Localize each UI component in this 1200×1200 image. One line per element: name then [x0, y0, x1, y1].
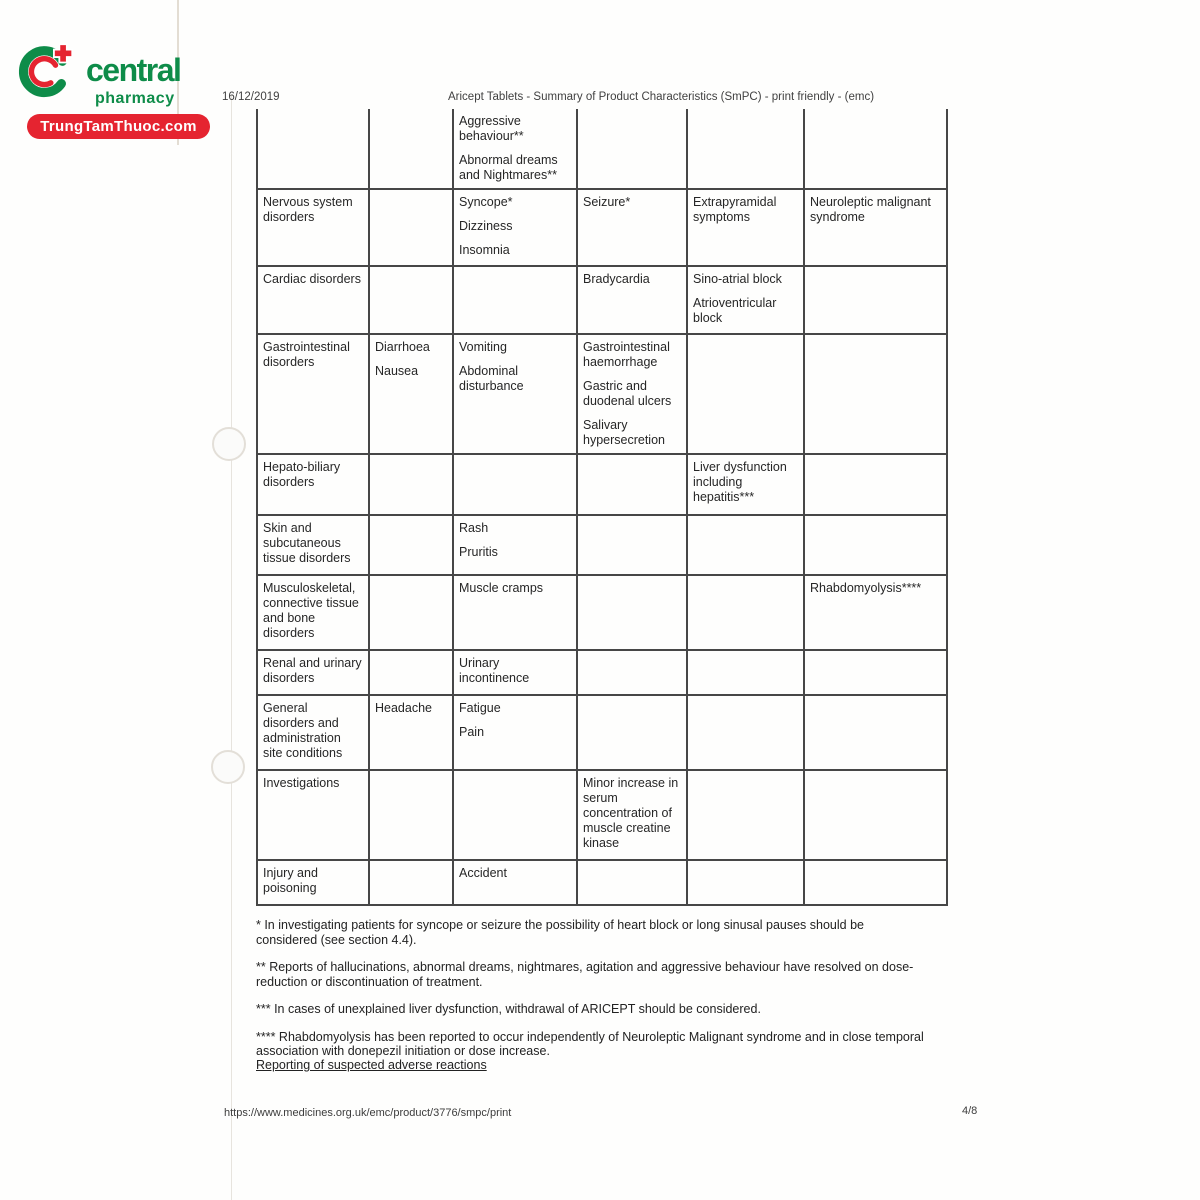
table-cell: Injury and poisoning	[258, 861, 370, 906]
table-cell: Rhabdomyolysis****	[805, 576, 948, 651]
scan-edge-line-top	[177, 0, 179, 145]
table-cell	[370, 771, 454, 861]
footnotes: * In investigating patients for syncope …	[256, 918, 972, 1072]
footnote: ** Reports of hallucinations, abnormal d…	[256, 960, 914, 989]
table-cell: Gastrointestinal haemorrhage Gastric and …	[578, 335, 688, 455]
table-cell	[370, 190, 454, 267]
scan-edge-line	[231, 95, 232, 1200]
table-cell	[370, 651, 454, 696]
table-cell	[805, 455, 948, 516]
table-cell	[454, 771, 578, 861]
footnote: **** Rhabdomyolysis has been reported to…	[256, 1029, 924, 1059]
table-cell	[578, 455, 688, 516]
table-cell: Cardiac disorders	[258, 267, 370, 335]
table-cell: Vomiting Abdominal disturbance	[454, 335, 578, 455]
table-cell: Renal and urinary disorders	[258, 651, 370, 696]
table-cell	[805, 861, 948, 906]
table-cell: Neuroleptic malignant syndrome	[805, 190, 948, 267]
brand-subtitle: pharmacy	[95, 90, 175, 107]
table-cell	[688, 516, 805, 576]
table-cell: Aggressive behaviour** Abnormal dreams an…	[454, 109, 578, 190]
table-cell	[688, 576, 805, 651]
table-cell: Rash Pruritis	[454, 516, 578, 576]
table-cell: Minor increase in serum concentration of…	[578, 771, 688, 861]
table-cell: Accident	[454, 861, 578, 906]
table-cell: Diarrhoea Nausea	[370, 335, 454, 455]
table-cell: Extrapyramidal symptoms	[688, 190, 805, 267]
table-cell: Headache	[370, 696, 454, 771]
footnote: *** In cases of unexplained liver dysfun…	[256, 1002, 761, 1016]
table-cell	[805, 771, 948, 861]
table-cell: Liver dysfunction including hepatitis***	[688, 455, 805, 516]
table-cell	[370, 455, 454, 516]
table-cell	[370, 109, 454, 190]
print-date: 16/12/2019	[222, 91, 280, 103]
table-cell	[454, 455, 578, 516]
hole-punch	[211, 750, 245, 784]
table-cell	[578, 109, 688, 190]
table-cell: Seizure*	[578, 190, 688, 267]
table-cell: Hepato-biliary disorders	[258, 455, 370, 516]
table-cell	[578, 651, 688, 696]
table-cell	[805, 651, 948, 696]
table-cell: Musculoskeletal, connective tissue and b…	[258, 576, 370, 651]
table-cell: Sino-atrial block Atrioventricular block	[688, 267, 805, 335]
table-cell: Fatigue Pain	[454, 696, 578, 771]
table-cell: Muscle cramps	[454, 576, 578, 651]
table-cell	[370, 267, 454, 335]
section-heading: Reporting of suspected adverse reactions	[256, 1058, 487, 1072]
table-cell	[578, 576, 688, 651]
table-cell	[805, 335, 948, 455]
page-header-title: Aricept Tablets - Summary of Product Cha…	[448, 91, 875, 103]
brand-name: central	[86, 52, 182, 88]
table-cell	[688, 861, 805, 906]
table-cell	[370, 516, 454, 576]
table-cell: General disorders and administration sit…	[258, 696, 370, 771]
table-cell	[805, 516, 948, 576]
adverse-reactions-table: Aggressive behaviour** Abnormal dreams an…	[256, 109, 948, 906]
table-cell	[805, 109, 948, 190]
footnote: * In investigating patients for syncope …	[256, 918, 864, 947]
brand-banner: TrungTamThuoc.com	[27, 114, 210, 139]
table-cell	[578, 861, 688, 906]
table-cell: Investigations	[258, 771, 370, 861]
table-cell	[688, 771, 805, 861]
hole-punch	[212, 427, 246, 461]
table-cell: Nervous system disorders	[258, 190, 370, 267]
table-cell: Syncope* Dizziness Insomnia	[454, 190, 578, 267]
page-number: 4/8	[962, 1105, 978, 1117]
table-cell	[805, 267, 948, 335]
footer-url: https://www.medicines.org.uk/emc/product…	[224, 1107, 512, 1119]
table-cell: Urinary incontinence	[454, 651, 578, 696]
table-cell	[454, 267, 578, 335]
table-cell: Skin and subcutaneous tissue disorders	[258, 516, 370, 576]
table-cell	[578, 516, 688, 576]
table-cell	[688, 335, 805, 455]
table-cell	[805, 696, 948, 771]
table-cell: Bradycardia	[578, 267, 688, 335]
table-cell	[370, 861, 454, 906]
table-cell	[578, 696, 688, 771]
table-cell	[370, 576, 454, 651]
table-cell	[688, 109, 805, 190]
table-cell	[688, 651, 805, 696]
table-cell	[688, 696, 805, 771]
pharmacy-cross-logo-icon	[18, 43, 74, 97]
table-cell: Gastrointestinal disorders	[258, 335, 370, 455]
table-cell	[258, 109, 370, 190]
